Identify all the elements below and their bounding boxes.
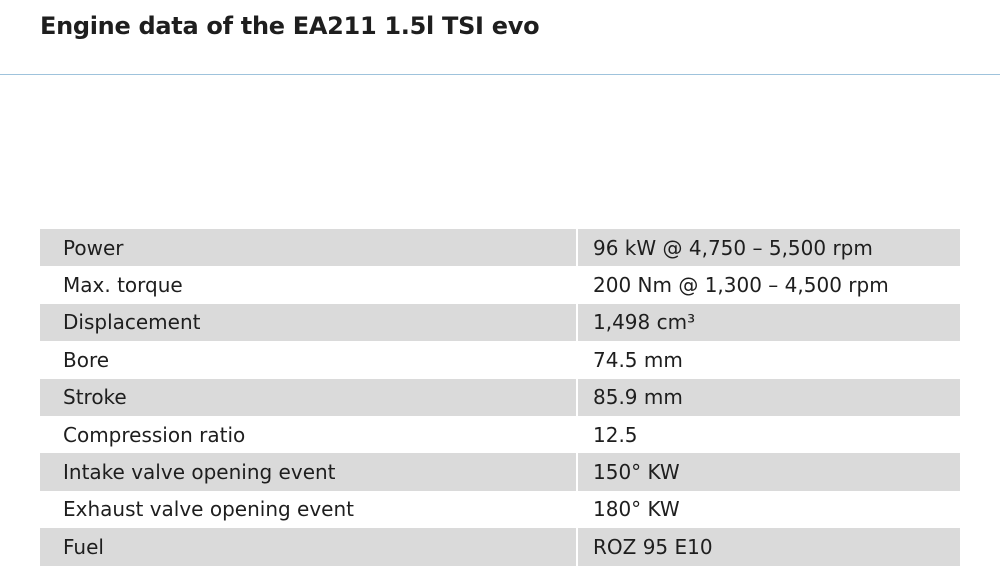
row-value: 200 Nm @ 1,300 – 4,500 rpm [593, 273, 889, 298]
row-label: Intake valve opening event [40, 453, 578, 491]
table-row: Stroke 85.9 mm [40, 378, 960, 416]
row-label: Compression ratio [40, 415, 578, 454]
table-row: Bore 74.5 mm [40, 341, 960, 379]
row-value: 96 kW @ 4,750 – 5,500 rpm [577, 229, 960, 267]
row-value: 85.9 mm [577, 378, 960, 416]
row-value: 150° KW [577, 453, 960, 491]
row-label: Max. torque [40, 266, 578, 304]
table-row: Intake valve opening event 150° KW [40, 453, 960, 491]
title: Engine data of the EA211 1.5l TSI evo [40, 12, 540, 40]
row-label: Power [40, 229, 578, 267]
row-value: ROZ 95 E10 [577, 528, 960, 566]
table-row: Power 96 kW @ 4,750 – 5,500 rpm [40, 229, 960, 267]
row-value: 1,498 cm³ [577, 303, 960, 342]
row-label: Bore [40, 341, 578, 379]
table-row: Compression ratio 12.5 [40, 415, 960, 454]
table-row: Max. torque 200 Nm @ 1,300 – 4,500 rpm [40, 266, 960, 304]
row-label: Fuel [40, 528, 578, 566]
row-label: Stroke [40, 378, 578, 416]
divider [0, 74, 1000, 75]
row-label: Displacement [40, 303, 578, 342]
row-value: 74.5 mm [593, 347, 683, 372]
row-label: Exhaust valve opening event [40, 490, 578, 529]
table-row: Displacement 1,498 cm³ [40, 303, 960, 342]
engine-table: Power 96 kW @ 4,750 – 5,500 rpm Max. torqu… [40, 229, 960, 566]
row-value: 12.5 [593, 422, 638, 447]
row-value: 180° KW [593, 497, 680, 522]
table-row: Fuel ROZ 95 E10 [40, 528, 960, 566]
table-row: Exhaust valve opening event 180° KW [40, 490, 960, 529]
